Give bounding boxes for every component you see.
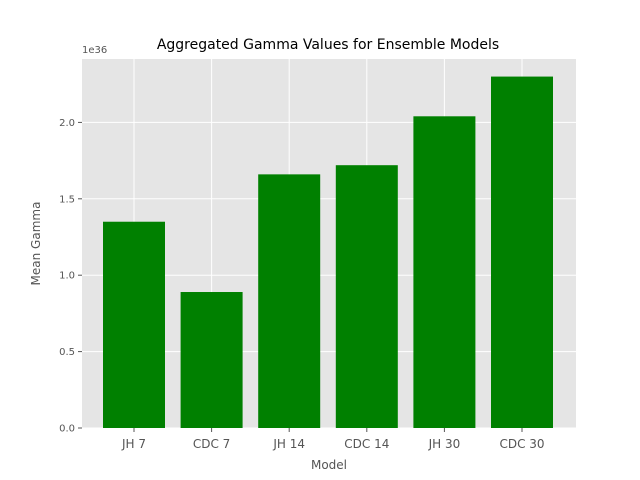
bar-jh-7: [103, 221, 165, 428]
y-axis-label: Mean Gamma: [29, 202, 43, 286]
x-tick-label: JH 30: [428, 437, 461, 451]
bar-jh-14: [258, 174, 321, 428]
y-tick-label: 0.5: [59, 347, 75, 358]
x-tick-label: JH 14: [272, 437, 305, 451]
x-tick-label: CDC 7: [193, 437, 230, 451]
bar-cdc-30: [491, 76, 553, 429]
y-tick-label: 1.5: [59, 194, 75, 205]
y-axis-ticks: 0.0 0.5 1.0 1.5 2.0: [59, 118, 82, 435]
x-axis-label: Model: [311, 458, 347, 472]
y-tick-label: 0.0: [59, 424, 75, 435]
bar-cdc-7: [180, 292, 243, 428]
x-tick-label: JH 7: [121, 437, 146, 451]
y-axis-offset-label: 1e36: [82, 45, 107, 56]
x-tick-label: CDC 30: [499, 437, 544, 451]
y-tick-label: 1.0: [59, 271, 75, 282]
bar-cdc-14: [335, 165, 398, 428]
y-tick-label: 2.0: [59, 118, 75, 129]
bar-jh-30: [413, 116, 476, 429]
x-tick-label: CDC 14: [344, 437, 389, 451]
x-axis-ticks: JH 7 CDC 7 JH 14 CDC 14 JH 30 CDC 30: [121, 428, 545, 451]
chart-title: Aggregated Gamma Values for Ensemble Mod…: [157, 37, 499, 53]
bars: [103, 76, 553, 429]
